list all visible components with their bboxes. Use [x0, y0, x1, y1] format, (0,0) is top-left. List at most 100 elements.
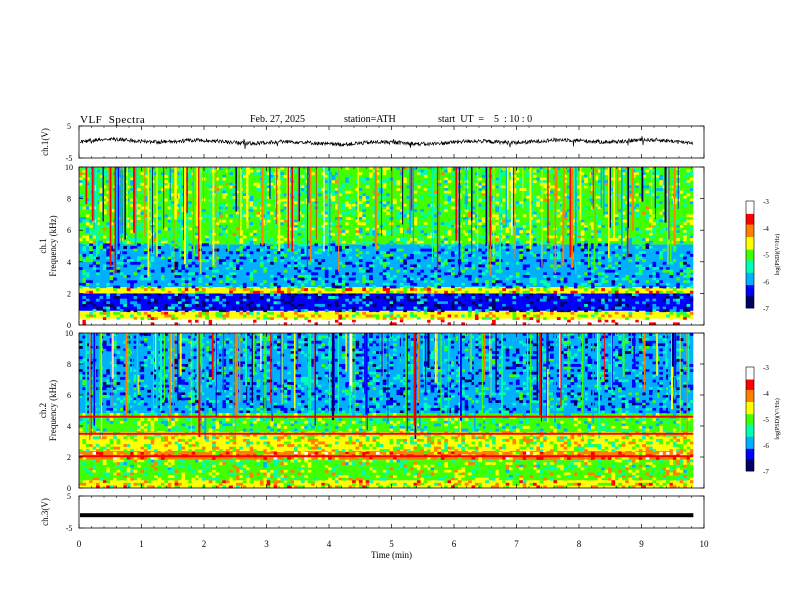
ch1-spectrogram-cell	[679, 272, 684, 276]
ch1-spectrogram-cell	[495, 209, 500, 213]
ch1-spectrogram-cell	[686, 251, 691, 255]
ch1-spectrogram-cell	[526, 285, 530, 289]
ch1-spectrogram-cell	[348, 314, 353, 318]
ch1-spectrogram-cell	[676, 224, 681, 228]
ch1-spectrogram-cell	[662, 227, 667, 231]
ch1-spectrogram-cell	[164, 214, 169, 218]
ch1-spectrogram-cell	[437, 317, 442, 321]
ch1-spectrogram-cell	[355, 230, 360, 234]
ch1-spectrogram-cell	[171, 251, 175, 255]
ch1-spectrogram-cell	[307, 277, 312, 281]
ch1-spectrogram-cell	[526, 246, 530, 249]
ch1-spectrogram-cell	[82, 235, 87, 239]
ch1-spectrogram-cell	[195, 235, 199, 239]
ch1-spectrogram-cell	[399, 169, 404, 173]
ch1-spectrogram-cell	[236, 238, 240, 242]
ch1-spectrogram-cell	[502, 214, 506, 218]
ch1-spectrogram-cell	[369, 280, 373, 284]
ch1-spectrogram-cell	[406, 317, 411, 321]
ch1-spectrogram-cell	[236, 211, 240, 215]
ch1-spectrogram-cell	[423, 188, 428, 191]
ch1-spectrogram-cell	[242, 285, 247, 289]
ch1-spectrogram-cell	[358, 222, 363, 226]
ch1-spectrogram-cell	[154, 201, 158, 205]
ch1-spectrogram-cell	[382, 180, 387, 184]
ch1-spectrogram-cell	[270, 317, 274, 321]
ch1-spectrogram-cell	[679, 230, 684, 234]
ch1-spectrogram-cell	[191, 298, 196, 302]
ch1-spectrogram-cell	[515, 253, 520, 257]
ch1-spectrogram-cell	[649, 269, 653, 273]
ch1-spectrogram-cell	[334, 188, 339, 191]
ch1-spectrogram-cell	[130, 259, 134, 263]
ch1-spectrogram-cell	[662, 309, 667, 313]
ch1-spectrogram-cell	[427, 288, 431, 292]
ch1-spectrogram-cell	[311, 193, 315, 197]
ch1-spectrogram-cell	[307, 301, 312, 305]
ch1-spectrogram-cell	[416, 277, 421, 281]
ch1-spectrogram-cell	[495, 182, 500, 186]
ch1-spectrogram-cell	[567, 219, 571, 223]
ch1-spectrogram-cell	[215, 311, 220, 315]
ch1-spectrogram-cell	[587, 322, 592, 326]
ch1-spectrogram-cell	[526, 248, 530, 252]
ch1-spectrogram-cell	[543, 185, 547, 189]
ch1-spectrogram-cell	[266, 172, 271, 176]
ch1-spectrogram-cell	[85, 301, 90, 305]
ch1-spectrogram-cell	[96, 238, 100, 242]
ch1-spectrogram-cell	[396, 227, 401, 231]
ch1-spectrogram-cell	[116, 306, 121, 310]
ch1-spectrogram-cell	[341, 317, 346, 321]
header-start-ut: start UT = 5 : 10 : 0	[438, 114, 533, 125]
ch1-spectrogram-cell	[652, 303, 657, 307]
ch1-spectrogram-cell	[427, 311, 431, 315]
ch1-spectrogram-cell	[522, 209, 527, 213]
ch1-spectrogram-cell	[181, 206, 186, 210]
ch1-spectrogram-cell	[294, 288, 298, 292]
ch1-spectrogram-cell	[188, 217, 192, 220]
ch1-spectrogram-cell	[188, 227, 192, 231]
ch1-spectrogram-cell	[638, 293, 643, 297]
ch1-spectrogram-cell	[676, 259, 681, 263]
ch1-spectrogram-cell	[215, 246, 220, 249]
ch1-spectrogram-cell	[577, 243, 582, 247]
ch1-spectrogram-cell	[638, 264, 643, 268]
ch1-spectrogram-cell	[457, 293, 462, 297]
ch1-spectrogram-cell	[215, 240, 220, 244]
ch1-spectrogram-cell	[184, 285, 189, 289]
ch1-spectrogram-cell	[82, 253, 87, 257]
ch1-spectrogram-cell	[294, 293, 298, 297]
ch1-spectrogram-cell	[181, 253, 186, 257]
ch1-spectrogram-cell	[413, 180, 418, 184]
ch1-spectrogram-cell	[102, 235, 107, 239]
ch1-spectrogram-cell	[143, 256, 148, 260]
ch1-spectrogram-cell	[352, 264, 356, 268]
ch1-spectrogram-cell	[280, 251, 285, 255]
ch1-spectrogram-cell	[345, 182, 349, 186]
ch1-spectrogram-cell	[85, 230, 90, 234]
ch1-spectrogram-cell	[294, 306, 298, 310]
ch1-spectrogram-cell	[102, 322, 107, 326]
ch1-spectrogram-cell	[256, 232, 261, 236]
ch1-spectrogram-cell	[471, 219, 476, 223]
ch1-spectrogram-cell	[222, 314, 227, 318]
ch1-spectrogram-cell	[164, 311, 169, 315]
ch1-spectrogram-cell	[427, 259, 431, 263]
ch1-spectrogram-cell	[389, 217, 394, 220]
ch1-spectrogram-cell	[311, 314, 315, 318]
ch1-spectrogram-cell	[348, 317, 353, 321]
ch1-spectrogram-cell	[266, 209, 271, 213]
ch1-spectrogram-cell	[253, 230, 257, 234]
ch1-spectrogram-cell	[369, 314, 373, 318]
ch1-spectrogram-cell	[304, 256, 308, 260]
ch1-spectrogram-cell	[604, 269, 609, 273]
ch1-spectrogram-cell	[167, 253, 172, 257]
ch1-spectrogram-cell	[471, 190, 476, 194]
ch1-spectrogram-cell	[413, 167, 418, 170]
ch1-spectrogram-cell	[447, 246, 452, 249]
ch1-spectrogram-cell	[314, 256, 319, 260]
ch1-spectrogram-cell	[655, 198, 660, 202]
ch1-spectrogram-cell	[618, 267, 622, 270]
ch1-spectrogram-cell	[242, 214, 247, 218]
ch1-spectrogram-cell	[256, 211, 261, 215]
